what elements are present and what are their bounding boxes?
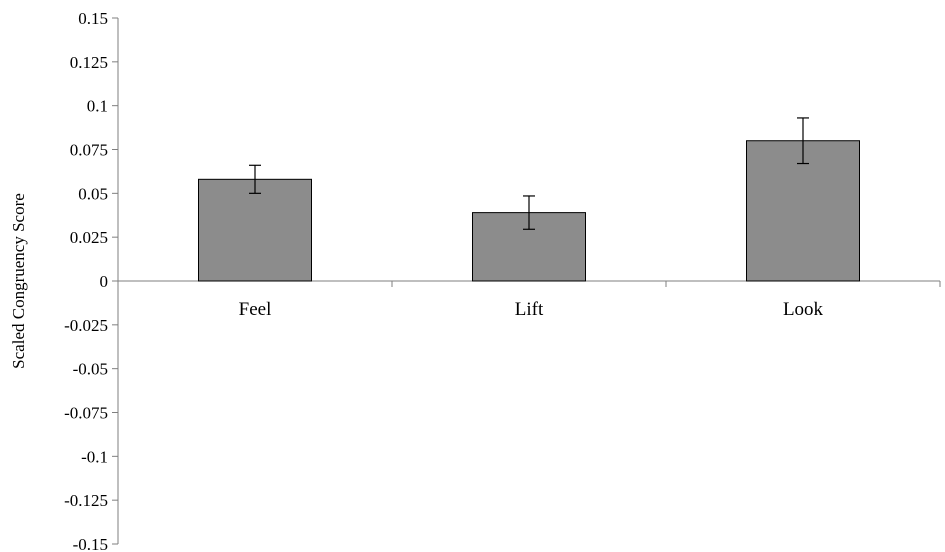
error-bars (249, 117, 809, 230)
y-tick-label: 0.1 (87, 97, 108, 116)
y-tick-label: -0.05 (73, 360, 108, 379)
y-axis-title: Scaled Congruency Score (9, 193, 28, 369)
y-tick-label: -0.025 (64, 316, 108, 335)
category-label: Feel (239, 299, 272, 320)
y-axis: 0.15 0.125 0.1 0.075 0.05 0.025 0 -0.025 -0.05 -0… (64, 9, 119, 552)
y-tick-label: 0.025 (70, 228, 108, 247)
y-tick-label: -0.1 (81, 447, 108, 466)
bar-feel (198, 178, 312, 282)
x-axis (117, 280, 941, 287)
y-tick-label: -0.075 (64, 404, 108, 423)
y-tick-label: 0 (100, 272, 109, 291)
y-tick-label: 0.075 (70, 141, 108, 160)
y-tick-label: 0.125 (70, 53, 108, 72)
y-tick-label: -0.15 (73, 535, 108, 552)
y-tick-label: -0.125 (64, 491, 108, 510)
y-tick-label: 0.15 (78, 9, 108, 28)
category-labels: Feel Lift Look (239, 299, 824, 320)
y-tick-label: 0.05 (78, 184, 108, 203)
category-label: Look (783, 299, 824, 320)
category-label: Lift (515, 299, 544, 320)
